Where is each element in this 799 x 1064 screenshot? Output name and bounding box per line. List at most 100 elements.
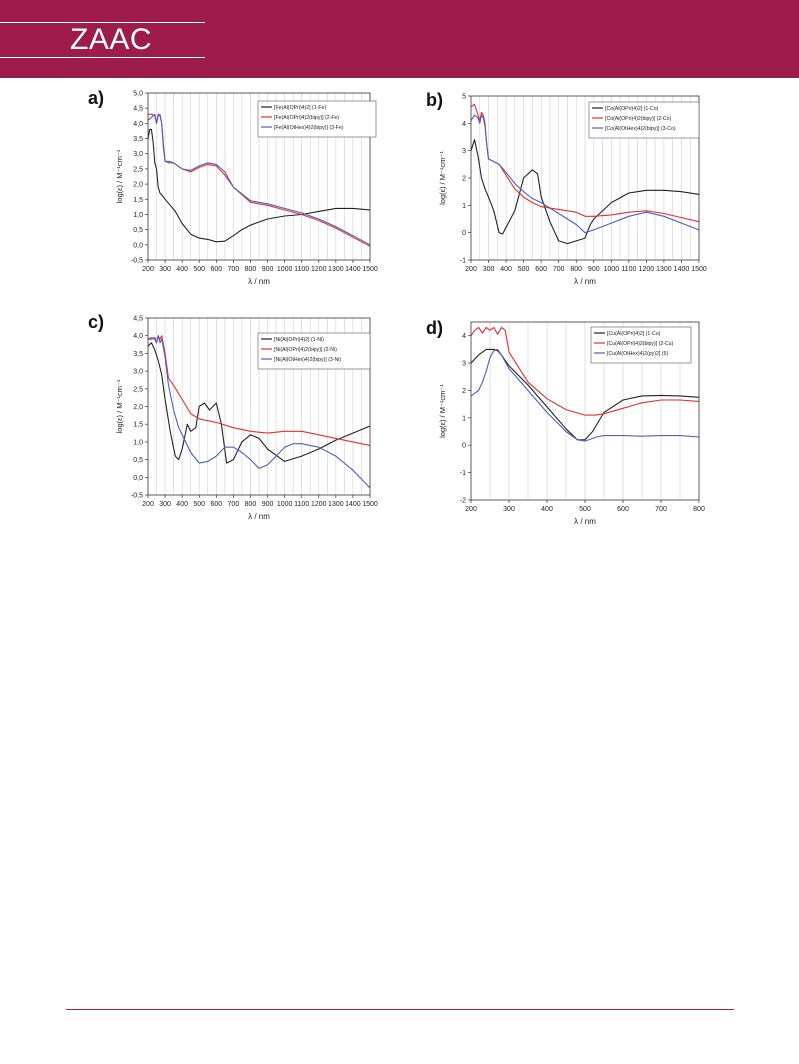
y-tick-label: 3 [462,361,466,368]
y-tick-label: 1 [462,203,466,210]
y-tick-label: 1,5 [133,197,143,204]
y-tick-label: 0,0 [133,242,143,249]
y-tick-label: 2 [462,388,466,395]
y-axis-label: log(ε) / M⁻¹cm⁻¹ [115,379,124,433]
y-tick-label: 0 [462,230,466,237]
y-tick-label: 3 [462,148,466,155]
x-tick-label: 1100 [621,266,636,273]
chart-panel-d: d) 200 300 400 500 600 700 800 -2 -1 0 1 2 3 4 λ / nm l… [411,310,711,535]
x-tick-label: 500 [193,501,205,508]
x-tick-label: 400 [500,266,512,273]
y-tick-label: 2,0 [133,404,143,411]
x-tick-label: 1300 [328,501,344,508]
journal-header: ZAAC [0,0,799,78]
legend-entry: [Cu(Al(OPri)4)2(bipy)] (2-Cu) [607,341,674,347]
x-tick-label: 300 [483,266,495,273]
x-tick-label: 1500 [362,266,378,273]
legend-entry: [Fe(Al(OPri)4)2] (1-Fe) [274,105,326,111]
x-tick-label: 1100 [294,266,309,273]
x-tick-label: 1500 [691,266,707,273]
legend-entry: [Ni(Al(OPri)4)2(bipy)] (2-Ni) [274,347,337,353]
x-tick-label: 700 [228,266,240,273]
y-tick-label: 1,0 [133,439,143,446]
series-line-1 [470,139,700,245]
plot-frame [147,92,371,261]
panel-label: d) [426,318,443,338]
x-tick-label: 1300 [656,266,672,273]
x-tick-label: 200 [142,266,154,273]
y-tick-label: -0,5 [131,493,143,500]
y-tick-label: 0,5 [133,457,143,464]
series-line-1 [147,342,371,464]
x-tick-label: 800 [245,266,257,273]
x-tick-label: 500 [518,266,530,273]
x-tick-label: 1200 [311,266,327,273]
x-tick-label: 1000 [604,266,620,273]
y-tick-label: 0,0 [133,475,143,482]
x-tick-label: 300 [159,266,171,273]
y-tick-label: -1 [460,470,466,477]
y-tick-label: 1 [462,415,466,422]
x-tick-label: 700 [655,506,667,513]
x-tick-label: 800 [693,506,705,513]
x-tick-label: 1200 [311,501,327,508]
y-tick-label: -1 [460,258,466,265]
y-tick-label: 2,5 [133,166,143,173]
panel-label: b) [426,90,443,110]
x-tick-label: 600 [210,266,222,273]
x-tick-label: 1400 [345,501,361,508]
series-line-1 [147,128,371,243]
legend-box [257,332,371,370]
legend-box [257,100,377,138]
y-tick-label: 1,0 [133,212,143,219]
legend-entry: [Co(Al(OPri)4)2] (1-Co) [605,106,659,112]
series-line-3 [148,335,371,489]
legend-box [588,101,700,139]
x-tick-label: 700 [553,266,565,273]
series-line-2 [470,103,700,223]
y-tick-label: 4 [462,121,466,128]
legend-entry: [Ni(Al(OPri)4)2] (1-Ni) [274,337,324,343]
x-axis-label: λ / nm [248,277,270,286]
legend-entry: [Cu(Al(OPri)4)2] (1-Cu) [607,331,661,337]
legend-entry: [Cu(Al(OtHex)4)2(py)2] (5) [607,351,668,357]
legend-box [590,326,692,364]
legend-entry: [Ni(Al(OtHex)4)2(bipy)] (3-Ni) [274,357,341,363]
x-tick-label: 200 [142,501,154,508]
legend-entry: [Co(Al(OtHex)4)2(bipy)] (3-Co) [605,126,676,132]
y-axis-label: log(ε) / M⁻¹cm⁻¹ [115,149,124,203]
x-tick-label: 1400 [345,266,361,273]
legend-entry: [Co(Al(OPri)4)2(bipy)] (2-Co) [605,116,672,122]
y-tick-label: 3,5 [133,136,143,143]
y-tick-label: 5 [462,94,466,101]
x-tick-label: 200 [465,266,477,273]
x-tick-label: 800 [245,501,257,508]
legend-entry: [Fe(Al(OPri)4)2(bipy)] (2-Fe) [274,115,339,121]
x-tick-label: 600 [535,266,547,273]
series-line-3 [470,114,700,234]
x-tick-label: 500 [579,506,591,513]
series-line-3 [147,113,371,246]
x-tick-label: 1400 [674,266,690,273]
chart-panel-c: c) 200 300 400 500 600 700 800 900 1000 1100 1200 1… [88,310,388,535]
y-tick-label: 3,0 [133,369,143,376]
y-axis-label: log(ε) / M⁻¹cm⁻¹ [438,384,447,438]
series-line-2 [470,326,700,416]
chart-svg: 200 300 400 500 600 700 800 900 1000 1100 1200 1300… [115,91,378,287]
x-tick-label: 500 [193,266,205,273]
y-tick-label: 2 [462,176,466,183]
y-tick-label: 4,5 [133,106,143,113]
x-tick-label: 900 [262,501,274,508]
y-tick-label: 0 [462,443,466,450]
x-tick-label: 1300 [328,266,344,273]
y-tick-label: 5,0 [133,91,143,98]
y-tick-label: 4 [462,333,466,340]
y-tick-label: 2,0 [133,182,143,189]
x-tick-label: 700 [228,501,240,508]
x-tick-label: 400 [541,506,553,513]
x-tick-label: 600 [617,506,629,513]
x-tick-label: 900 [588,266,600,273]
chart-svg: 200 300 400 500 600 700 800 900 1000 1100 1200 1300… [438,94,707,287]
series-line-1 [470,348,700,441]
y-axis-label: log(ε) / M⁻¹cm⁻¹ [438,151,447,205]
